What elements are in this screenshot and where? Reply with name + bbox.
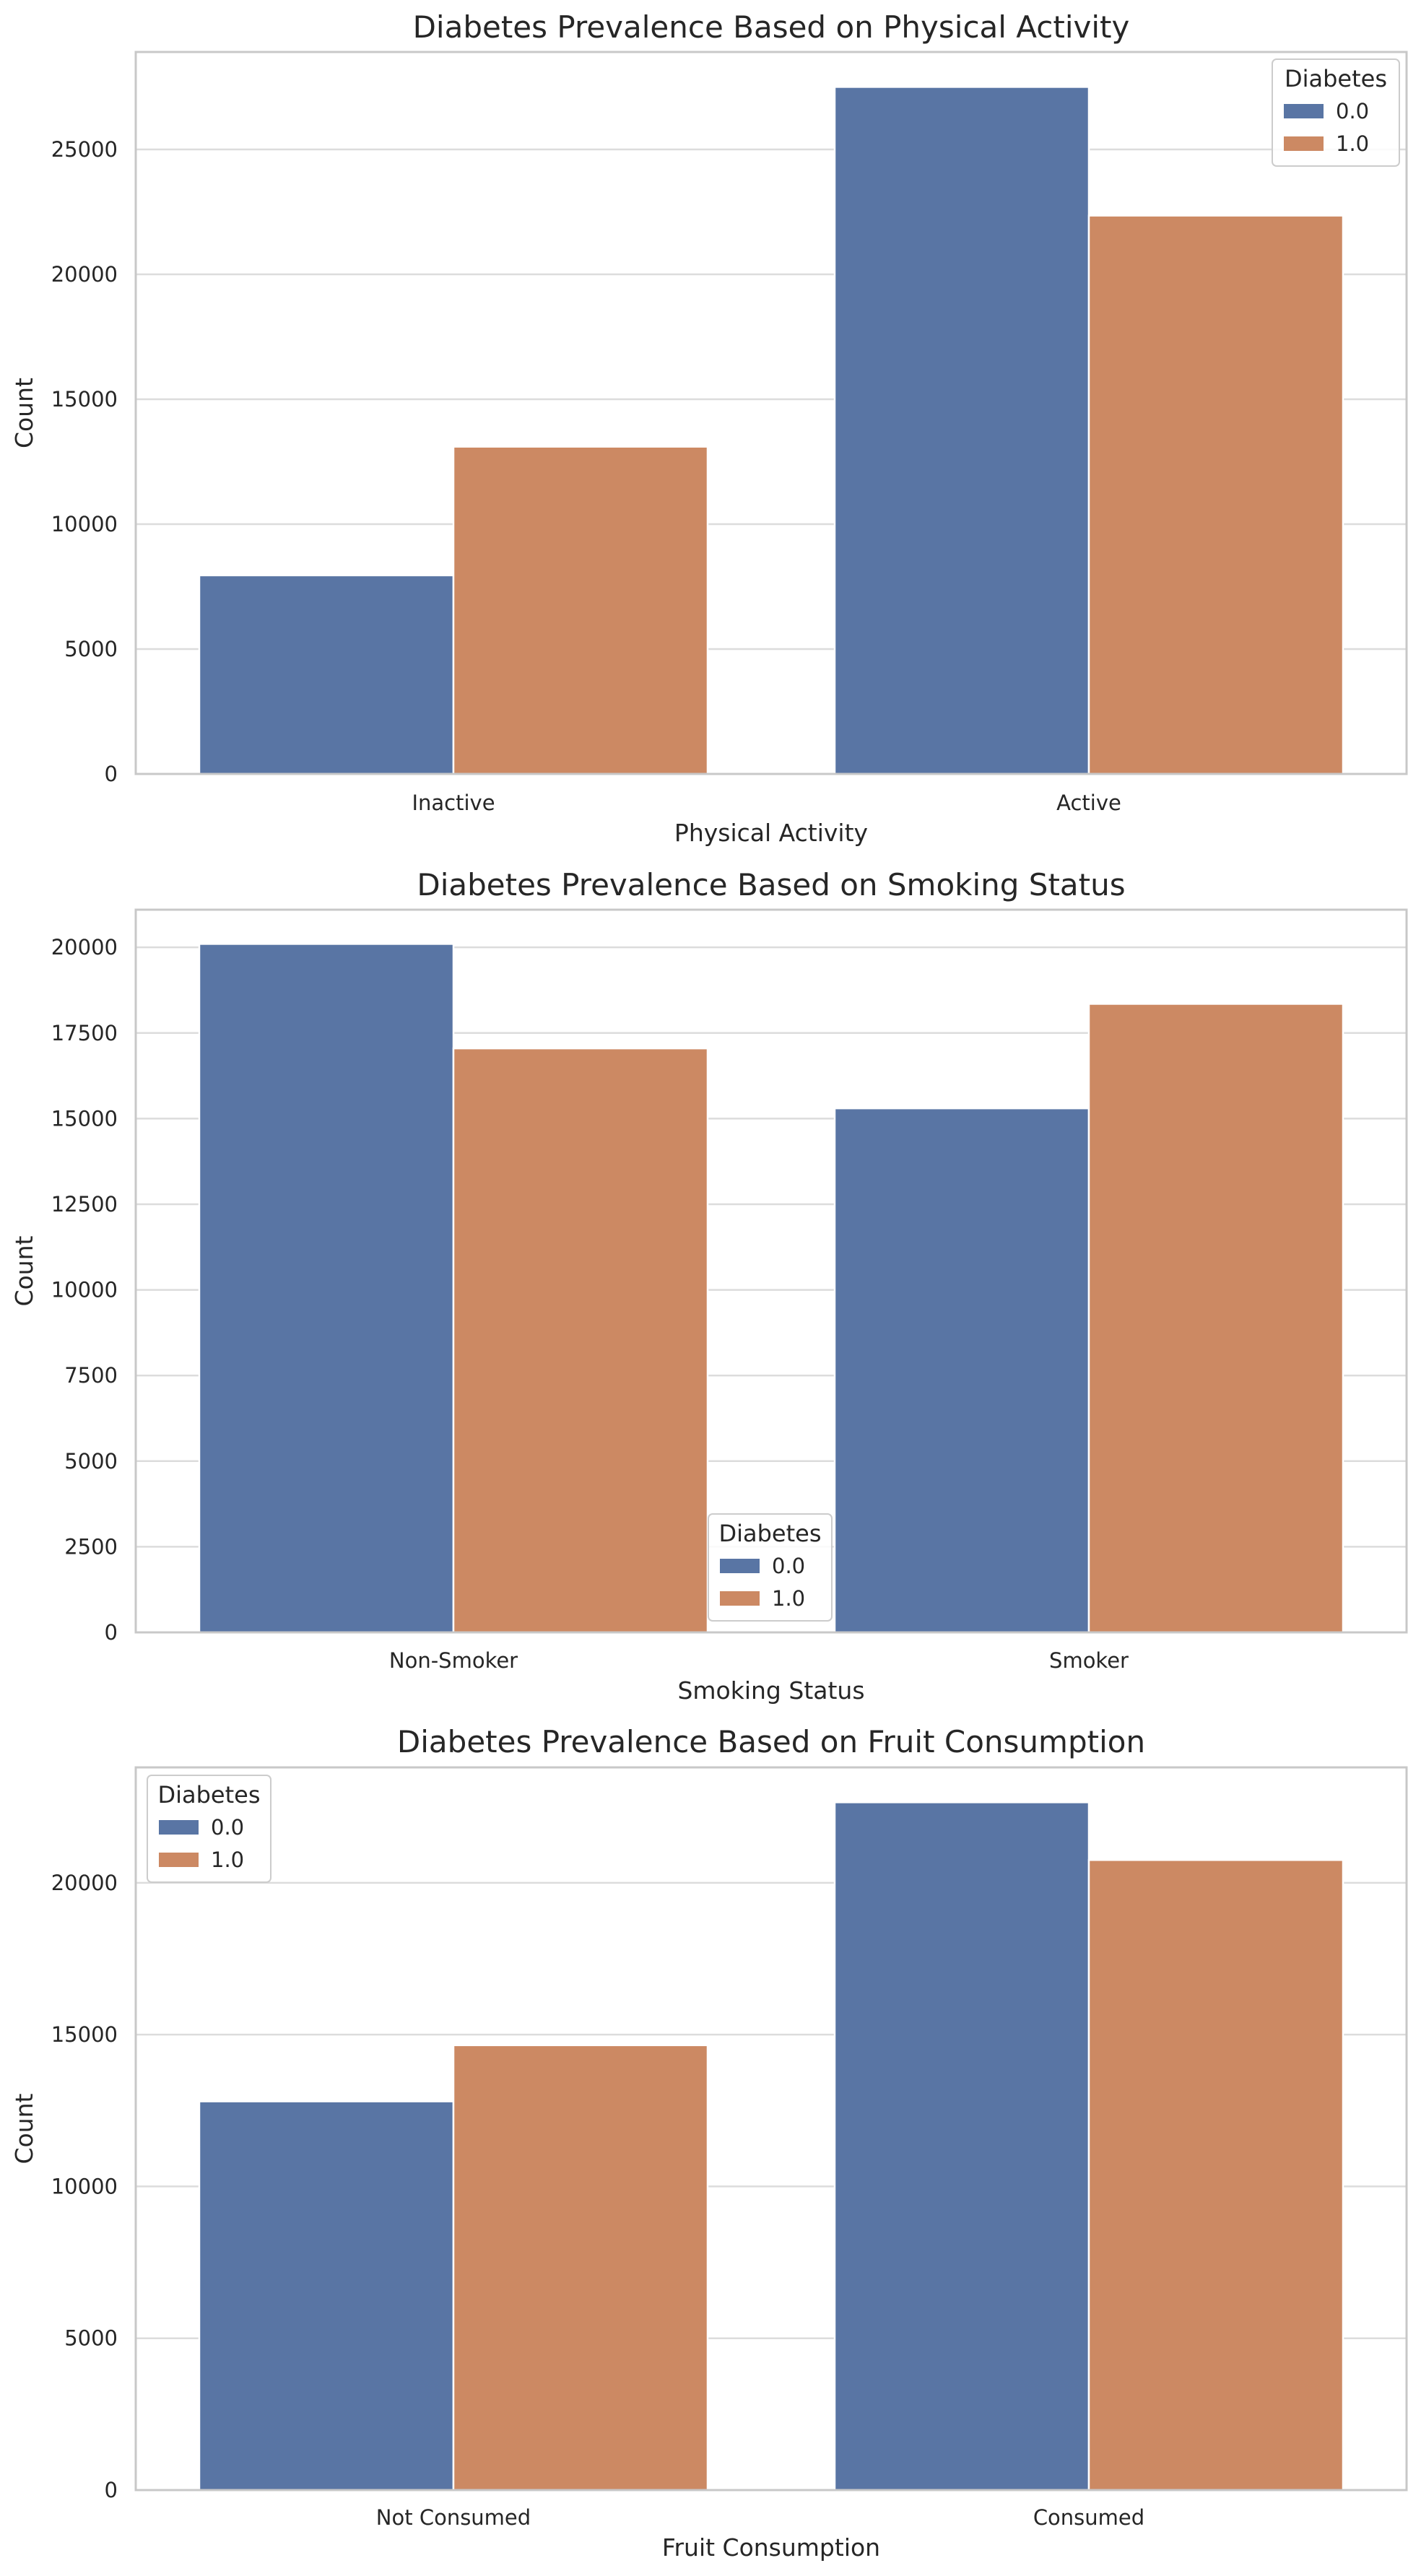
y-tick-label: 5000 [64,1449,118,1474]
chart-title: Diabetes Prevalence Based on Physical Ac… [413,9,1130,45]
bar-active-0.0 [833,86,1090,775]
bar-inactive-1.0 [452,445,709,775]
y-tick-label: 7500 [64,1363,118,1388]
legend-entry-label: 1.0 [1336,131,1369,156]
x-tick-label: Not Consumed [376,2505,531,2530]
legend-title: Diabetes [157,1781,260,1809]
y-tick-label: 0 [105,762,118,786]
legend-swatch-0.0 [720,1559,760,1573]
bar-active-1.0 [1087,214,1344,775]
y-axis-label: Count [10,1235,38,1306]
y-tick-label: 5000 [64,2326,118,2351]
y-tick-label: 5000 [64,637,118,661]
x-axis-label: Physical Activity [674,819,868,847]
legend-entry-label: 1.0 [211,1848,244,1872]
plot-frame [134,51,1408,775]
chart-title: Diabetes Prevalence Based on Smoking Sta… [417,867,1125,902]
bar-smoker-1.0 [1087,1003,1344,1634]
chart-title: Diabetes Prevalence Based on Fruit Consu… [397,1724,1145,1759]
bar-non-smoker-0.0 [198,943,455,1634]
legend-swatch-1.0 [159,1853,199,1867]
x-tick-label: Inactive [412,791,495,815]
bar-smoker-0.0 [833,1107,1090,1634]
bar-consumed-1.0 [1087,1859,1344,2492]
x-axis-label: Fruit Consumption [662,2533,880,2562]
y-tick-label: 15000 [51,1106,118,1131]
x-tick-label: Non-Smoker [389,1648,518,1673]
y-tick-label: 15000 [51,2022,118,2047]
legend-swatch-0.0 [159,1820,199,1835]
y-tick-label: 20000 [51,262,118,287]
legend-entry-label: 0.0 [211,1815,244,1840]
y-tick-label: 10000 [51,2174,118,2198]
bar-not-consumed-1.0 [452,2044,709,2492]
y-axis-label: Count [10,2093,38,2164]
legend-title: Diabetes [1285,65,1387,92]
legend-title: Diabetes [718,1520,821,1547]
legend: Diabetes 0.0 1.0 [147,1775,271,1883]
bar-inactive-0.0 [198,574,455,775]
y-tick-label: 0 [105,1620,118,1645]
chart-2: 0 2500 5000 7500 10000 12500 15000 17500 20000 No… [10,867,1408,1705]
legend: Diabetes 0.0 1.0 [1272,58,1400,167]
x-tick-label: Consumed [1033,2505,1144,2530]
y-tick-label: 20000 [51,935,118,960]
y-tick-label: 25000 [51,137,118,162]
y-tick-label: 20000 [51,1871,118,1895]
chart-3: 0 5000 10000 15000 20000 Not Consumed Consumed… [10,1724,1408,2562]
y-axis-label: Count [10,378,38,448]
plot-frame [134,908,1408,1634]
legend-swatch-1.0 [1284,136,1324,151]
bar-not-consumed-0.0 [198,2100,455,2492]
y-tick-label: 12500 [51,1192,118,1217]
legend-swatch-0.0 [1284,104,1324,118]
legend-swatch-1.0 [720,1591,760,1606]
legend-entry-label: 0.0 [1336,99,1369,123]
y-tick-label: 0 [105,2478,118,2502]
y-tick-label: 2500 [64,1534,118,1559]
y-tick-label: 10000 [51,512,118,536]
bar-consumed-0.0 [833,1801,1090,2492]
legend: Diabetes 0.0 1.0 [708,1513,833,1622]
chart-1: 0 5000 10000 15000 20000 25000 Inactive Active D… [10,9,1408,847]
x-tick-label: Smoker [1049,1648,1129,1673]
plot-frame [134,1766,1408,2492]
y-tick-label: 15000 [51,387,118,412]
x-axis-label: Smoking Status [677,1676,864,1705]
bar-non-smoker-1.0 [452,1047,709,1634]
x-tick-label: Active [1056,791,1121,815]
y-tick-label: 10000 [51,1278,118,1302]
legend-entry-label: 0.0 [772,1554,805,1578]
legend-entry-label: 1.0 [772,1586,805,1611]
y-tick-label: 17500 [51,1021,118,1045]
